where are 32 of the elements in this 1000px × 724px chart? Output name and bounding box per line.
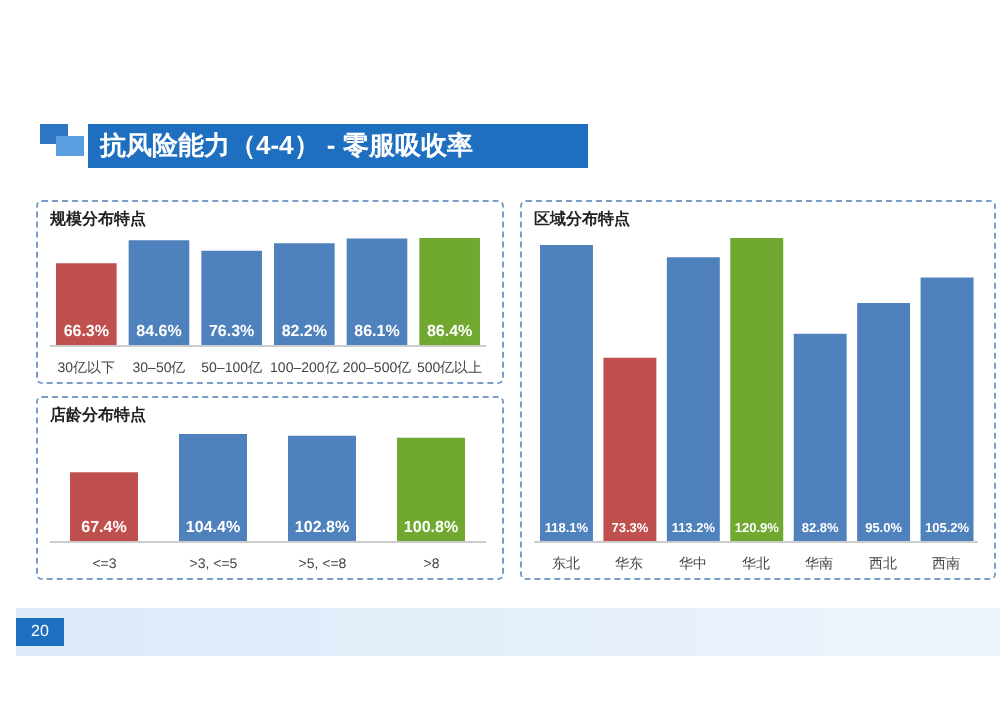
bar <box>346 238 408 346</box>
data-label: 86.4% <box>426 322 473 340</box>
data-label: 104.4% <box>185 518 241 536</box>
bar <box>666 257 720 542</box>
data-label: 82.2% <box>281 322 327 340</box>
bar <box>540 245 593 542</box>
bar <box>56 263 117 346</box>
data-label: 102.8% <box>294 518 350 536</box>
bar <box>179 434 247 542</box>
bar <box>128 240 190 346</box>
bar <box>288 435 356 542</box>
data-label: 67.4% <box>81 518 127 536</box>
data-label: 76.3% <box>208 322 255 340</box>
chart-title: 规模分布特点 <box>50 208 146 230</box>
data-label: 100.8% <box>403 518 459 536</box>
bar <box>201 250 262 346</box>
bar <box>793 333 847 542</box>
data-label: 66.3% <box>63 322 109 340</box>
data-label: 84.6% <box>136 322 182 340</box>
chart-title: 店龄分布特点 <box>50 404 146 426</box>
bar <box>70 472 138 542</box>
text: 抗风险能力（4-4） - 零服吸收率 <box>88 124 588 168</box>
bar <box>920 277 974 542</box>
bar <box>730 238 784 542</box>
text: 20 <box>16 618 64 646</box>
bar <box>603 357 657 542</box>
bar <box>419 238 480 346</box>
data-label: 86.1% <box>354 322 400 340</box>
bar <box>274 243 335 346</box>
chart-title: 区域分布特点 <box>534 208 630 230</box>
bar <box>857 303 911 542</box>
bar <box>397 437 465 542</box>
